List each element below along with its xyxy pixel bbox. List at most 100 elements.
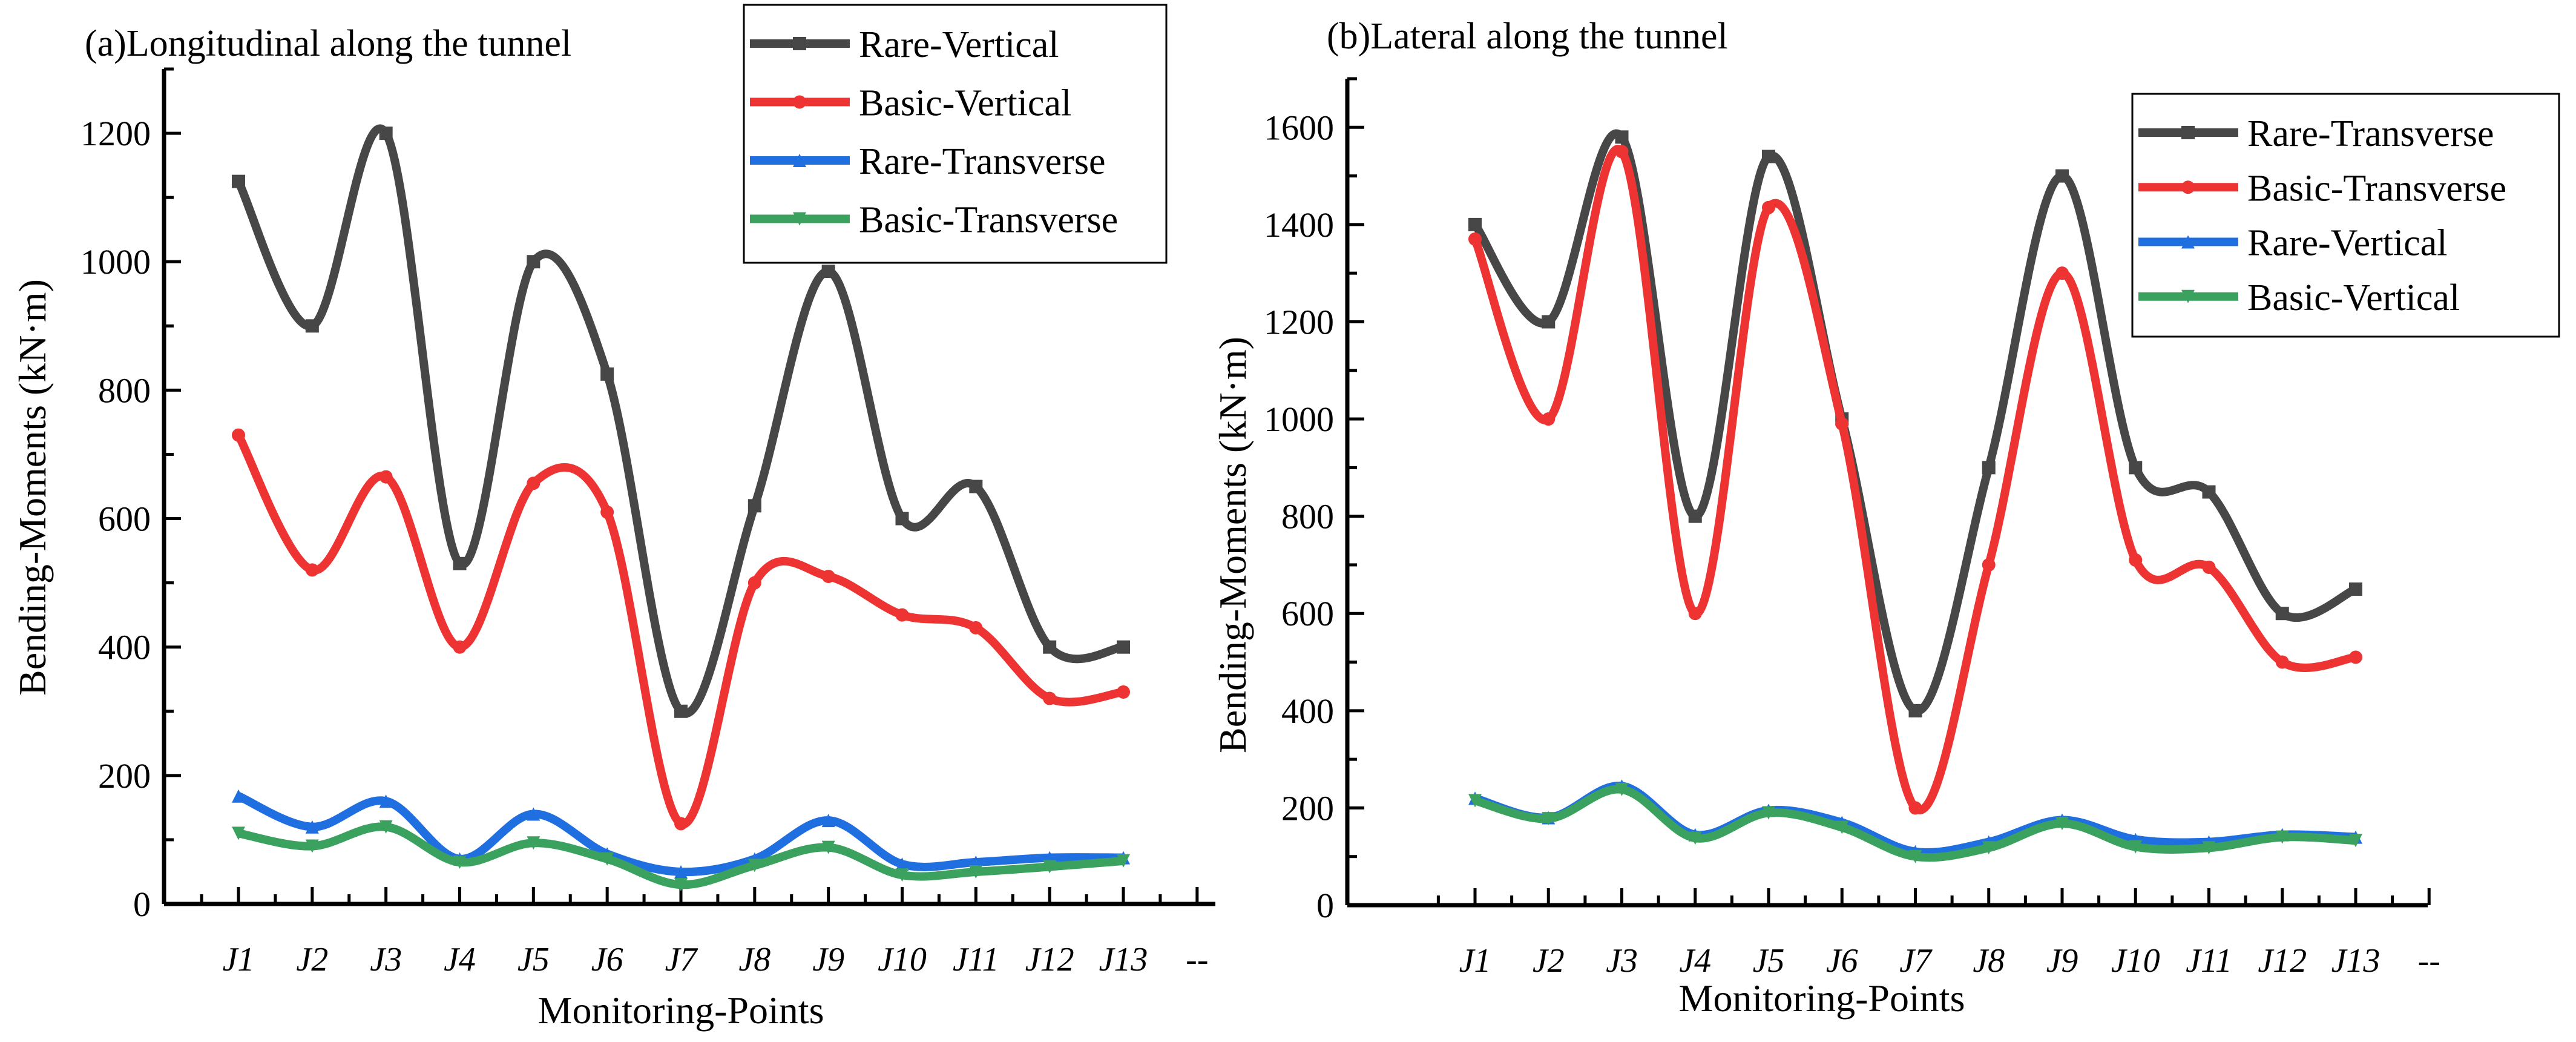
data-point bbox=[1542, 812, 1556, 826]
data-point bbox=[674, 865, 688, 879]
series-line-rare-transverse bbox=[1471, 129, 2358, 715]
data-point bbox=[1762, 150, 1775, 163]
data-point bbox=[1908, 849, 1922, 863]
data-point bbox=[232, 826, 245, 840]
legend-label: Rare-Vertical bbox=[2247, 223, 2447, 264]
data-point bbox=[232, 174, 245, 188]
data-point bbox=[379, 470, 393, 484]
data-point bbox=[748, 576, 761, 590]
data-point bbox=[2275, 655, 2289, 669]
chart-title: (a)Longitudinal along the tunnel bbox=[85, 23, 571, 64]
data-point bbox=[969, 865, 983, 879]
x-tick-label: J10 bbox=[878, 941, 927, 978]
data-point bbox=[453, 856, 467, 869]
data-point bbox=[1043, 691, 1057, 705]
data-point bbox=[2349, 582, 2362, 596]
data-point bbox=[1688, 509, 1702, 523]
data-point bbox=[1542, 315, 1556, 329]
legend-marker bbox=[2181, 235, 2195, 249]
data-point bbox=[1117, 640, 1130, 654]
data-point bbox=[969, 621, 983, 635]
data-point bbox=[2349, 834, 2362, 848]
x-tick-label: J12 bbox=[2258, 942, 2307, 980]
data-point bbox=[1615, 782, 1629, 796]
x-tick-label: J13 bbox=[2331, 942, 2380, 980]
data-point bbox=[2129, 461, 2143, 475]
data-point bbox=[305, 820, 319, 834]
data-point bbox=[2202, 841, 2216, 855]
data-point bbox=[600, 852, 614, 866]
legend-marker bbox=[793, 154, 806, 167]
legend-marker bbox=[793, 95, 806, 109]
data-point bbox=[748, 859, 761, 872]
y-tick-label: 200 bbox=[1281, 788, 1334, 828]
x-tick-label: J3 bbox=[370, 941, 402, 978]
y-tick-label: 1000 bbox=[1264, 400, 1334, 439]
data-point bbox=[1762, 806, 1775, 820]
data-point bbox=[1615, 130, 1629, 144]
x-tick-label: J5 bbox=[1753, 942, 1785, 980]
x-axis-label: Monitoring-Points bbox=[1679, 977, 1965, 1020]
y-tick-label: 1000 bbox=[80, 242, 151, 282]
data-point bbox=[674, 704, 688, 718]
data-point bbox=[1117, 854, 1130, 868]
x-tick-label: J9 bbox=[2046, 942, 2078, 980]
data-point bbox=[527, 255, 540, 269]
x-tick-label: J7 bbox=[1899, 942, 1933, 980]
legend-marker bbox=[2181, 180, 2195, 194]
data-point bbox=[379, 794, 393, 808]
data-point bbox=[305, 563, 319, 577]
x-tick-label: J1 bbox=[1459, 942, 1491, 980]
legend-label: Rare-Vertical bbox=[859, 24, 1059, 65]
data-point bbox=[1615, 145, 1629, 159]
data-point bbox=[821, 840, 835, 854]
chart-lateral: (b)Lateral along the tunnel Monitoring-P… bbox=[1211, 16, 2560, 1020]
x-tick-label: J12 bbox=[1025, 941, 1074, 978]
data-point bbox=[2055, 817, 2069, 831]
chart-longitudinal: (a)Longitudinal along the tunnel Monitor… bbox=[11, 4, 1215, 1032]
x-tick-label: -- bbox=[1186, 941, 1208, 978]
y-tick-label: 400 bbox=[98, 628, 151, 667]
y-axis-label: Bending-Moments (kN·m) bbox=[11, 279, 54, 696]
x-tick-label: J2 bbox=[1533, 942, 1565, 980]
data-point bbox=[305, 839, 319, 853]
x-tick-label: J7 bbox=[665, 941, 698, 978]
data-point bbox=[748, 499, 761, 513]
data-point bbox=[674, 878, 688, 892]
y-tick-label: 800 bbox=[98, 371, 151, 410]
data-point bbox=[379, 127, 393, 140]
x-tick-label: J8 bbox=[738, 941, 770, 978]
x-tick-label: J6 bbox=[591, 941, 623, 978]
data-point bbox=[895, 868, 909, 882]
data-point bbox=[2202, 560, 2216, 574]
y-tick-label: 200 bbox=[98, 756, 151, 796]
x-tick-label: J9 bbox=[812, 941, 844, 978]
data-point bbox=[1688, 607, 1702, 621]
legend-marker bbox=[793, 37, 806, 50]
y-tick-label: 1200 bbox=[1264, 302, 1334, 341]
legend-marker bbox=[2181, 126, 2195, 139]
data-point bbox=[1468, 794, 1482, 808]
y-tick-label: 600 bbox=[1281, 594, 1334, 633]
data-point bbox=[1117, 685, 1130, 699]
x-tick-label: J10 bbox=[2111, 942, 2160, 980]
y-tick-label: 600 bbox=[98, 500, 151, 539]
x-tick-label: J3 bbox=[1606, 942, 1638, 980]
data-point bbox=[1908, 801, 1922, 815]
x-axis-label: Monitoring-Points bbox=[538, 989, 824, 1032]
data-point bbox=[453, 556, 467, 570]
x-tick-label: J2 bbox=[296, 941, 328, 978]
x-tick-label: J8 bbox=[1973, 942, 2005, 980]
data-point bbox=[1835, 820, 1849, 834]
data-point bbox=[2275, 830, 2289, 844]
legend-label: Rare-Transverse bbox=[859, 141, 1105, 182]
data-point bbox=[1982, 558, 1996, 572]
data-point bbox=[2129, 840, 2143, 854]
x-tick-label: J6 bbox=[1826, 942, 1858, 980]
data-point bbox=[527, 807, 540, 821]
y-tick-label: 1600 bbox=[1264, 108, 1334, 147]
data-point bbox=[1542, 412, 1556, 426]
data-point bbox=[232, 789, 245, 803]
legend-label: Basic-Vertical bbox=[2247, 277, 2460, 318]
legend-label: Basic-Transverse bbox=[2247, 168, 2506, 209]
